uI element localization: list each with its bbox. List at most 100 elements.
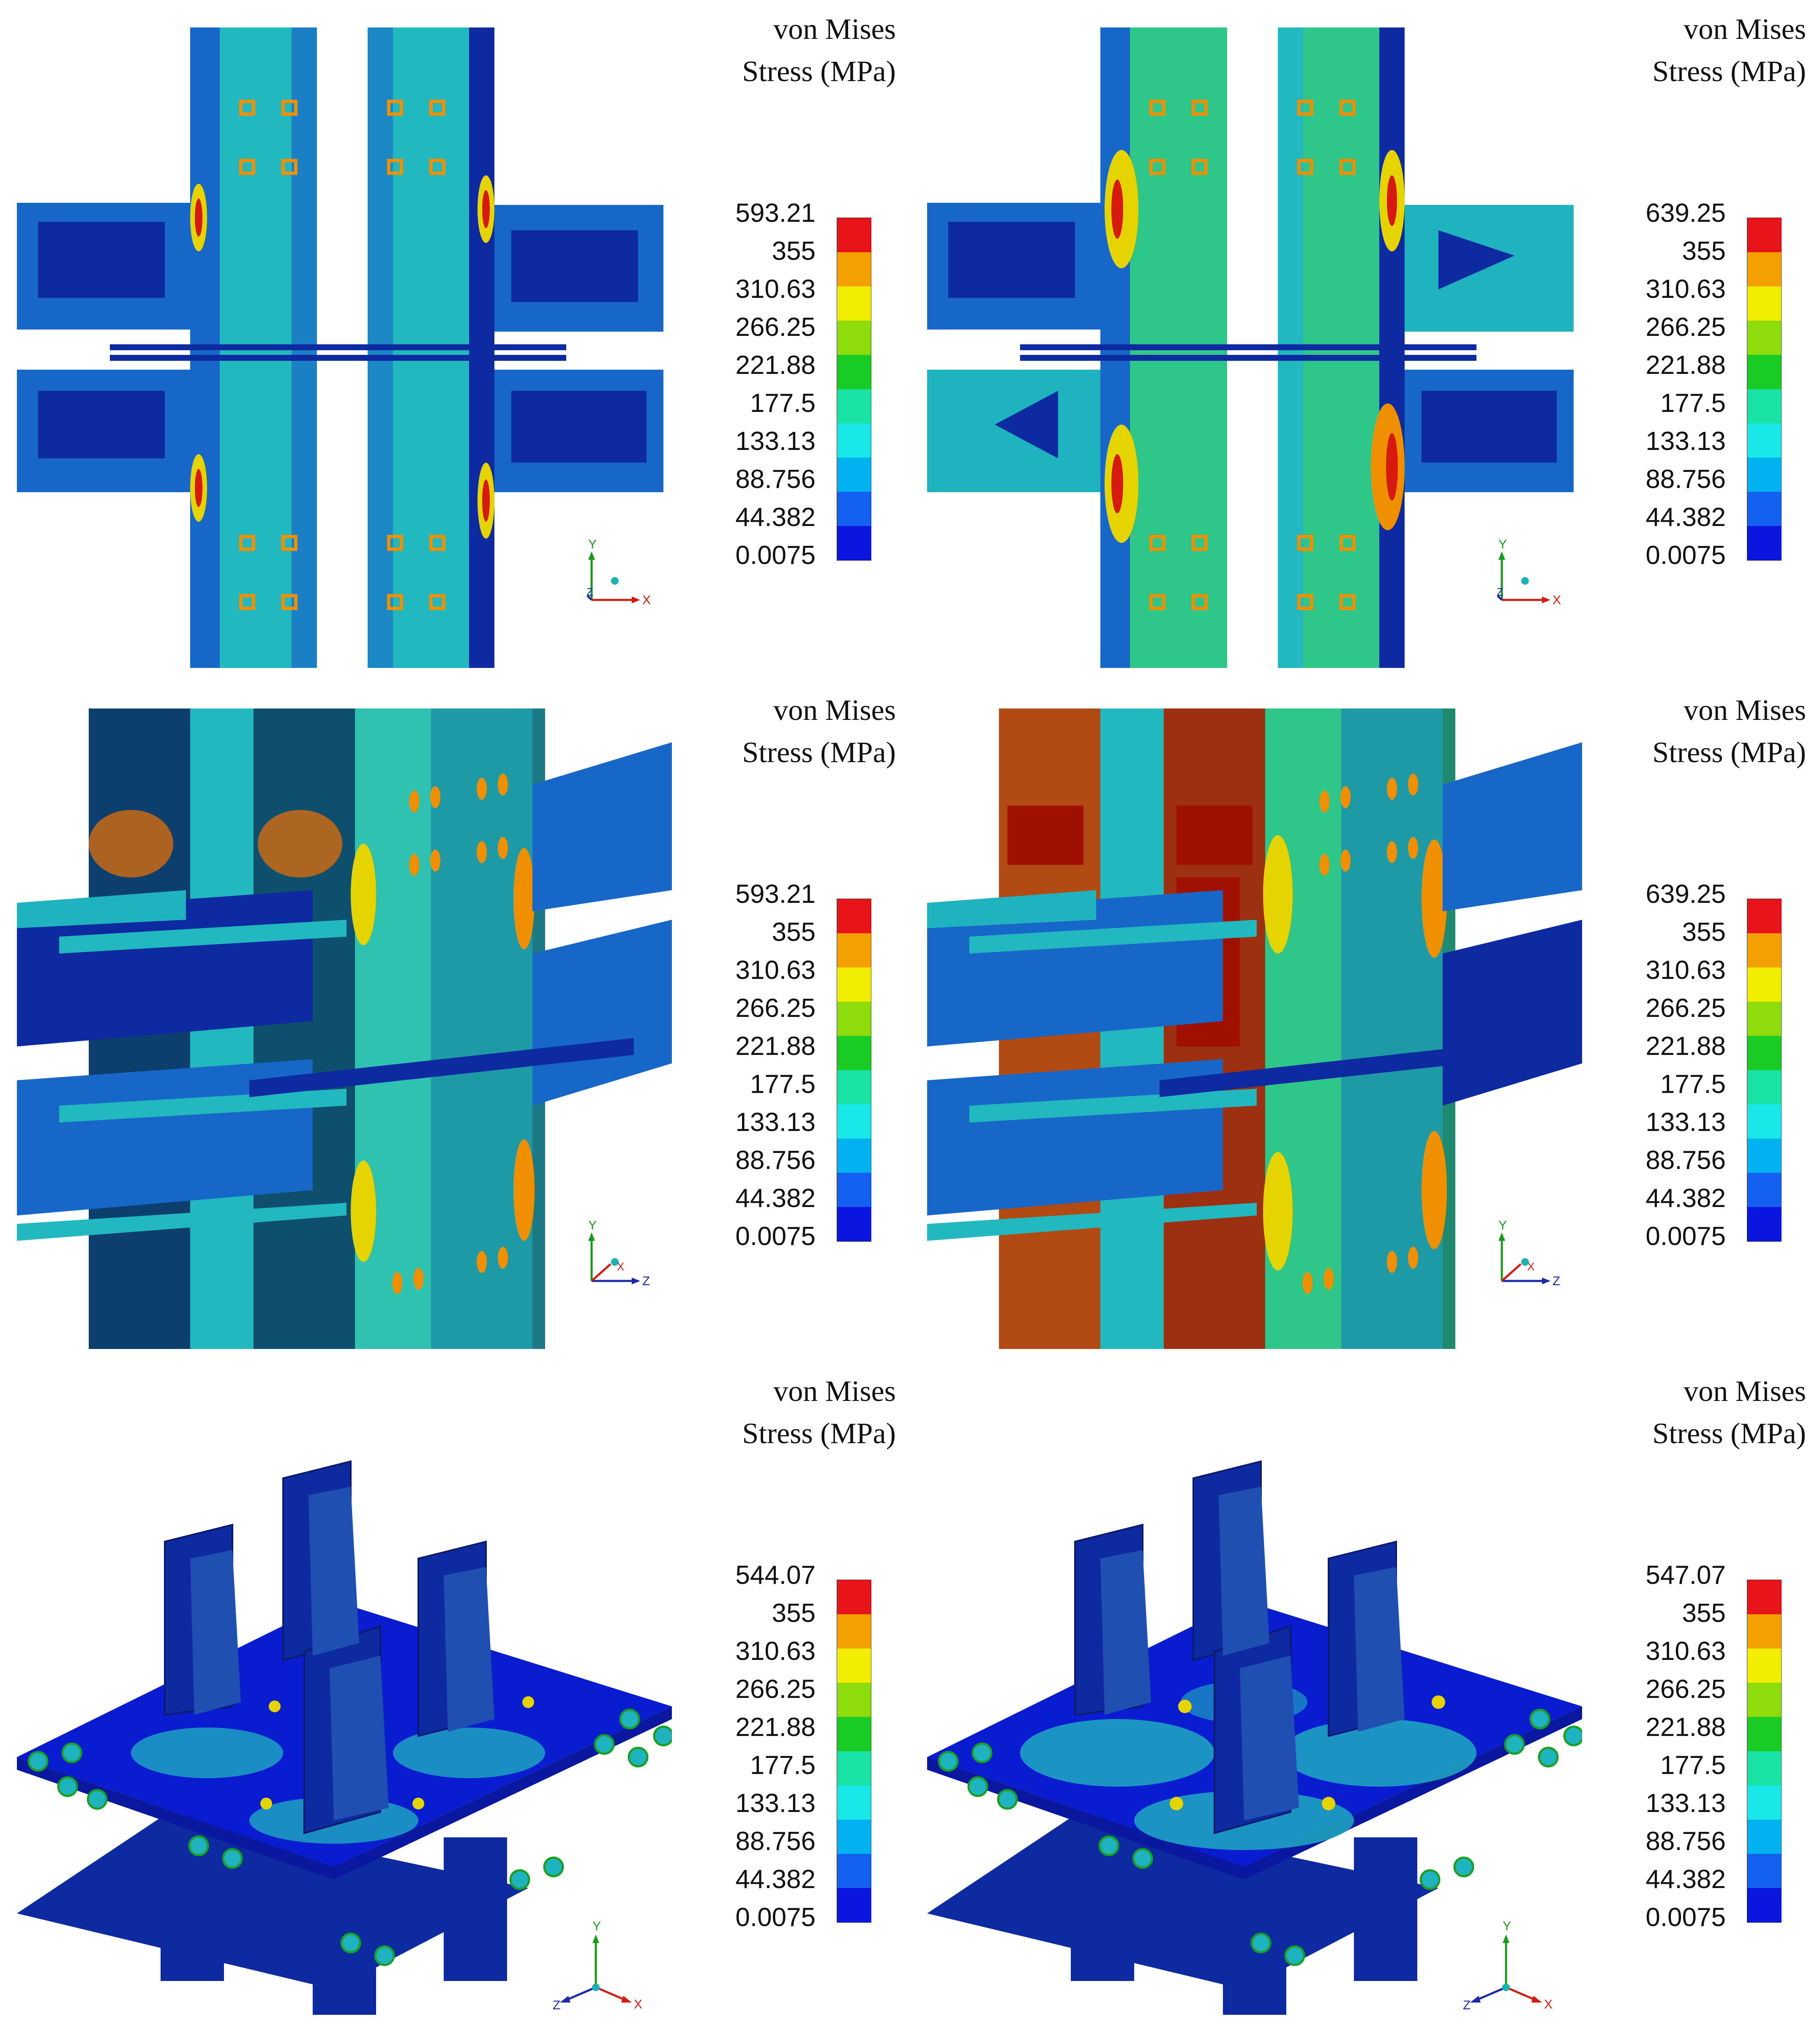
axis-label-vertical: Y xyxy=(588,537,597,551)
legend-tick: 221.88 xyxy=(1645,1032,1726,1061)
color-scale-swatch xyxy=(837,423,871,458)
color-scale-swatch xyxy=(1747,492,1781,526)
legend-tick: 266.25 xyxy=(735,994,816,1023)
fea-model-joint-iso xyxy=(17,708,672,1349)
color-scale-bar xyxy=(837,899,871,1242)
color-scale-swatch xyxy=(1747,389,1781,423)
legend-tick: 177.5 xyxy=(1660,389,1726,418)
color-scale-swatch xyxy=(837,1820,871,1854)
axis-label-horizontal: X xyxy=(1544,1997,1553,2011)
color-scale-swatch xyxy=(837,526,871,560)
color-scale-swatch xyxy=(837,1717,871,1751)
legend-tick: 266.25 xyxy=(735,1675,816,1704)
legend-tick: 133.13 xyxy=(1645,1789,1726,1818)
color-scale-swatch xyxy=(1747,1888,1781,1922)
legend-tick: 0.0075 xyxy=(735,541,816,570)
legend-title: von Mises Stress (MPa) xyxy=(659,689,896,774)
legend-tick: 88.756 xyxy=(1645,465,1726,494)
legend-tick: 266.25 xyxy=(1645,1675,1726,1704)
legend-tick: 133.13 xyxy=(1645,427,1726,456)
panel-top-right: von Mises Stress (MPa) 639.25 355 310.63… xyxy=(910,0,1820,668)
legend-title-line1: von Mises xyxy=(773,1375,896,1408)
color-scale-swatch xyxy=(1747,899,1781,933)
color-scale-swatch xyxy=(1747,1070,1781,1104)
color-scale-bar xyxy=(1747,218,1782,561)
color-scale-swatch xyxy=(837,1036,871,1070)
legend-title-line1: von Mises xyxy=(1684,13,1806,46)
legend-title-line1: von Mises xyxy=(773,13,896,46)
panel-bottom-left: von Mises Stress (MPa) 544.07 355 310.63… xyxy=(0,1362,910,2030)
color-scale-swatch xyxy=(837,1173,871,1207)
legend-tick: 177.5 xyxy=(1660,1751,1726,1780)
color-scale-bar xyxy=(1747,899,1782,1242)
legend-tick: 544.07 xyxy=(735,1561,816,1590)
legend-tick: 355 xyxy=(772,1599,816,1628)
legend-tick: 133.13 xyxy=(735,1789,816,1818)
color-scale-swatch xyxy=(837,1683,871,1717)
legend-tick: 177.5 xyxy=(1660,1070,1726,1099)
color-scale-bar xyxy=(837,1580,871,1923)
axis-label-vertical: Y xyxy=(592,1919,601,1933)
legend-tick: 221.88 xyxy=(1645,1713,1726,1742)
legend-tick: 593.21 xyxy=(735,880,816,909)
legend-tick: 355 xyxy=(772,918,816,947)
legend-tick: 0.0075 xyxy=(735,1903,816,1932)
legend-tick: 88.756 xyxy=(735,1827,816,1856)
color-scale-swatch xyxy=(837,1070,871,1104)
axis-label-third: Z xyxy=(1497,586,1503,598)
axis-label-third: X xyxy=(617,1260,624,1273)
axis-label-third: Z xyxy=(587,586,593,598)
axis-label-third: Z xyxy=(1463,1998,1471,2012)
legend-tick: 44.382 xyxy=(1645,1865,1726,1894)
color-scale-swatch xyxy=(837,1649,871,1683)
fea-model-joint-iso xyxy=(927,708,1582,1349)
color-scale-swatch xyxy=(837,1854,871,1888)
panel-top-left: von Mises Stress (MPa) 593.21 355 310.63… xyxy=(0,0,910,668)
color-scale-swatch xyxy=(837,252,871,286)
legend-tick: 221.88 xyxy=(735,351,816,380)
legend-tick: 44.382 xyxy=(1645,503,1726,532)
legend-tick: 266.25 xyxy=(1645,994,1726,1023)
color-scale-swatch xyxy=(1747,1717,1781,1751)
color-scale-swatch xyxy=(1747,1854,1781,1888)
legend-title: von Mises Stress (MPa) xyxy=(1569,1371,1806,1455)
legend-tick: 133.13 xyxy=(735,427,816,456)
color-scale-swatch xyxy=(837,1751,871,1785)
axis-label-vertical: Y xyxy=(1498,537,1507,551)
color-scale-swatch xyxy=(837,1785,871,1820)
legend-tick: 177.5 xyxy=(750,1070,816,1099)
axis-triad-icon: Y X Z xyxy=(1497,537,1561,607)
legend-tick: 221.88 xyxy=(1645,351,1726,380)
legend-tick: 310.63 xyxy=(1645,275,1726,304)
fea-model-elevation xyxy=(927,27,1574,668)
legend-tick: 44.382 xyxy=(735,1184,816,1213)
legend-title-line1: von Mises xyxy=(773,694,896,727)
axis-label-horizontal: Z xyxy=(642,1274,650,1288)
legend-tick: 547.07 xyxy=(1645,1561,1726,1590)
fea-model-splice-plate xyxy=(17,1460,672,2015)
axis-label-vertical: Y xyxy=(1503,1919,1511,1933)
color-scale-swatch xyxy=(837,967,871,1002)
color-scale-swatch xyxy=(1747,252,1781,286)
color-scale-swatch xyxy=(1747,1683,1781,1717)
color-scale-swatch xyxy=(1747,933,1781,967)
color-scale-swatch xyxy=(1747,1820,1781,1854)
color-scale-swatch xyxy=(1747,1207,1781,1241)
legend-title: von Mises Stress (MPa) xyxy=(659,1371,896,1455)
legend-tick: 0.0075 xyxy=(1645,1903,1726,1932)
legend-tick: 355 xyxy=(1682,237,1726,266)
color-scale-swatch xyxy=(1747,458,1781,492)
color-scale-swatch xyxy=(1747,423,1781,458)
legend-tick: 266.25 xyxy=(735,313,816,342)
color-scale-swatch xyxy=(1747,355,1781,389)
legend-title: von Mises Stress (MPa) xyxy=(659,8,896,93)
axis-triad-icon: Y X Z xyxy=(1463,1919,1553,2012)
legend-tick: 88.756 xyxy=(1645,1827,1726,1856)
axis-triad-icon: Y X Z xyxy=(553,1919,642,2012)
legend-title-line2: Stress (MPa) xyxy=(1652,736,1806,769)
legend-tick: 221.88 xyxy=(735,1032,816,1061)
color-scale-swatch xyxy=(837,1002,871,1036)
legend-title-line1: von Mises xyxy=(1684,694,1806,727)
legend-tick: 355 xyxy=(1682,918,1726,947)
